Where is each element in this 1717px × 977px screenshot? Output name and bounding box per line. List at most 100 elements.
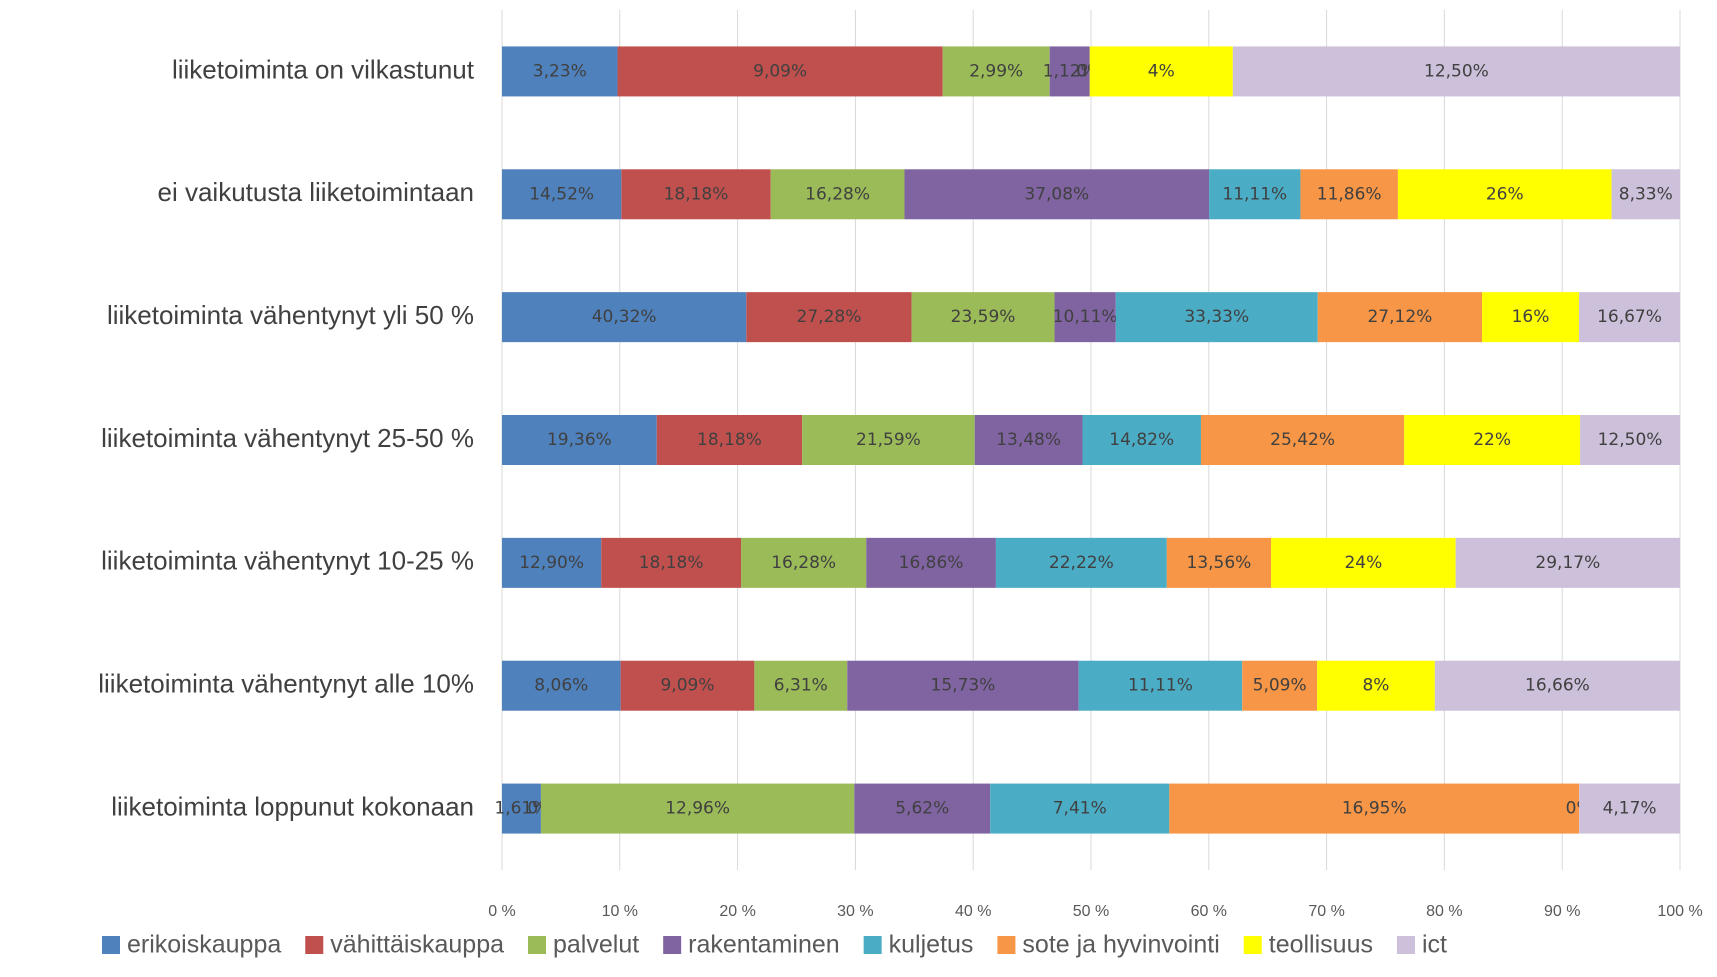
data-label: 16,95% xyxy=(1342,799,1407,819)
data-label: 25,42% xyxy=(1270,430,1335,450)
data-label: 16,86% xyxy=(899,553,964,573)
bar-segment xyxy=(502,660,621,711)
data-label: 29,17% xyxy=(1535,553,1600,573)
data-label: 11,11% xyxy=(1222,184,1287,204)
category-label: ei vaikutusta liiketoimintaan xyxy=(158,177,475,207)
bar-segment xyxy=(1580,415,1680,465)
bar-segment xyxy=(974,415,1083,465)
data-label: 10,11% xyxy=(1053,307,1118,327)
bar-segment xyxy=(1317,292,1483,343)
data-label: 18,18% xyxy=(664,184,729,204)
data-label: 2,99% xyxy=(969,61,1023,81)
bar-segment xyxy=(1054,292,1116,343)
data-label: 12,50% xyxy=(1598,430,1663,450)
bar-segment xyxy=(1455,537,1680,588)
data-label: 13,56% xyxy=(1187,553,1252,573)
data-label: 7,41% xyxy=(1053,799,1107,819)
bar-segment xyxy=(1404,415,1581,465)
bar-segment xyxy=(746,292,912,343)
data-label: 18,18% xyxy=(639,553,704,573)
legend-label: ict xyxy=(1422,931,1447,959)
bar-segment xyxy=(1169,783,1580,834)
bar-segment xyxy=(1242,660,1318,711)
data-label: 5,62% xyxy=(895,799,949,819)
bar-segment xyxy=(502,537,602,588)
bar-segment xyxy=(754,660,848,711)
data-label: 18,18% xyxy=(697,430,762,450)
data-label: 22% xyxy=(1473,430,1511,450)
data-label: 3,23% xyxy=(533,61,587,81)
legend-swatch xyxy=(1243,936,1262,954)
data-label: 27,28% xyxy=(797,307,862,327)
legend-label: teollisuus xyxy=(1269,931,1373,959)
legend-label: kuljetus xyxy=(889,931,974,959)
data-label: 9,09% xyxy=(660,676,714,696)
data-label: 4% xyxy=(1148,61,1175,81)
x-tick-label: 60 % xyxy=(1191,903,1227,920)
legend-swatch xyxy=(102,936,120,954)
bar-segment xyxy=(1049,46,1090,97)
data-label: 11,11% xyxy=(1128,676,1193,696)
data-label: 23,59% xyxy=(951,307,1016,327)
data-label: 19,36% xyxy=(547,430,612,450)
bar-segment xyxy=(502,292,747,343)
bar-segment xyxy=(540,783,855,834)
bar-segment xyxy=(502,46,618,97)
data-label: 22,22% xyxy=(1049,553,1114,573)
data-label: 26% xyxy=(1486,184,1524,204)
bar-segment xyxy=(1232,46,1680,97)
bar-segment xyxy=(1200,415,1405,465)
bar-segment xyxy=(995,537,1167,588)
bar-segment xyxy=(1166,537,1272,588)
x-tick-label: 0 % xyxy=(488,903,516,920)
bar-segment xyxy=(866,537,996,588)
data-label: 12,90% xyxy=(519,553,584,573)
data-label: 40,32% xyxy=(592,307,657,327)
bar-segment xyxy=(621,169,771,220)
category-label: liiketoiminta vähentynyt alle 10% xyxy=(98,669,474,699)
data-label: 8% xyxy=(1362,676,1389,696)
x-tick-label: 80 % xyxy=(1426,903,1462,920)
data-label: 5,09% xyxy=(1253,676,1307,696)
data-label: 16,28% xyxy=(771,553,836,573)
category-label: liiketoiminta vähentynyt yli 50 % xyxy=(107,300,474,330)
legend-label: erikoiskauppa xyxy=(127,931,281,959)
legend-swatch xyxy=(663,936,682,954)
data-label: 24% xyxy=(1344,553,1382,573)
bar-segment xyxy=(1300,169,1398,220)
bar-segment xyxy=(1271,537,1456,588)
x-tick-label: 50 % xyxy=(1073,903,1109,920)
bar-segment xyxy=(1209,169,1301,220)
x-tick-label: 10 % xyxy=(602,903,638,920)
legend-label: sote ja hyvinvointi xyxy=(1022,931,1219,959)
x-tick-label: 90 % xyxy=(1544,903,1580,920)
data-label: 16,28% xyxy=(805,184,870,204)
legend-swatch xyxy=(528,936,546,954)
bar-segment xyxy=(1397,169,1612,220)
category-label: liiketoiminta vähentynyt 10-25 % xyxy=(101,546,474,576)
x-tick-label: 30 % xyxy=(837,903,873,920)
legend-label: vähittäiskauppa xyxy=(330,931,504,959)
x-tick-label: 100 % xyxy=(1657,903,1702,920)
bar-segment xyxy=(1115,292,1318,343)
data-label: 37,08% xyxy=(1024,184,1089,204)
data-label: 4,17% xyxy=(1603,799,1657,819)
bar-segment xyxy=(1578,292,1680,343)
bar-segment xyxy=(854,783,991,834)
data-label: 1,12% xyxy=(1043,61,1097,81)
bar-segment xyxy=(656,415,803,465)
bar-segment xyxy=(1078,660,1243,711)
bar-segment xyxy=(904,169,1210,220)
bar-segment xyxy=(601,537,742,588)
bar-segment xyxy=(502,169,622,220)
bar-segment xyxy=(990,783,1170,834)
data-label: 13,48% xyxy=(996,430,1061,450)
bar-segment xyxy=(1317,660,1435,711)
data-label: 9,09% xyxy=(753,61,807,81)
data-label: 8,06% xyxy=(534,676,588,696)
bar-segment xyxy=(1611,169,1680,220)
bar-segment xyxy=(847,660,1079,711)
category-label: liiketoiminta vähentynyt 25-50 % xyxy=(101,423,474,453)
data-label: 12,50% xyxy=(1424,61,1489,81)
